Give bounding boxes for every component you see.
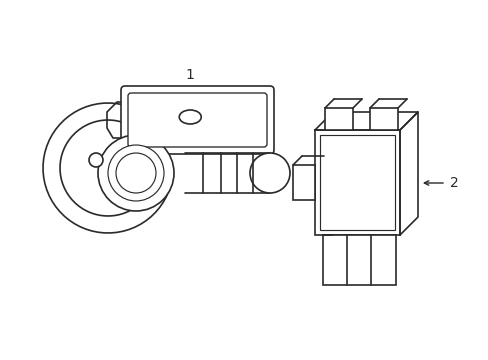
Circle shape [89, 153, 103, 167]
FancyBboxPatch shape [121, 86, 273, 154]
Bar [369, 108, 397, 130]
Circle shape [116, 153, 156, 193]
Ellipse shape [179, 110, 201, 124]
Bar [325, 108, 352, 130]
Circle shape [98, 135, 174, 211]
Bar [319, 135, 394, 230]
Text: 2: 2 [449, 176, 458, 190]
Bar [292, 165, 314, 200]
Bar [314, 130, 399, 235]
Text: 1: 1 [185, 68, 194, 82]
Circle shape [249, 153, 289, 193]
Circle shape [108, 145, 163, 201]
FancyBboxPatch shape [128, 93, 266, 147]
Bar [323, 235, 395, 285]
